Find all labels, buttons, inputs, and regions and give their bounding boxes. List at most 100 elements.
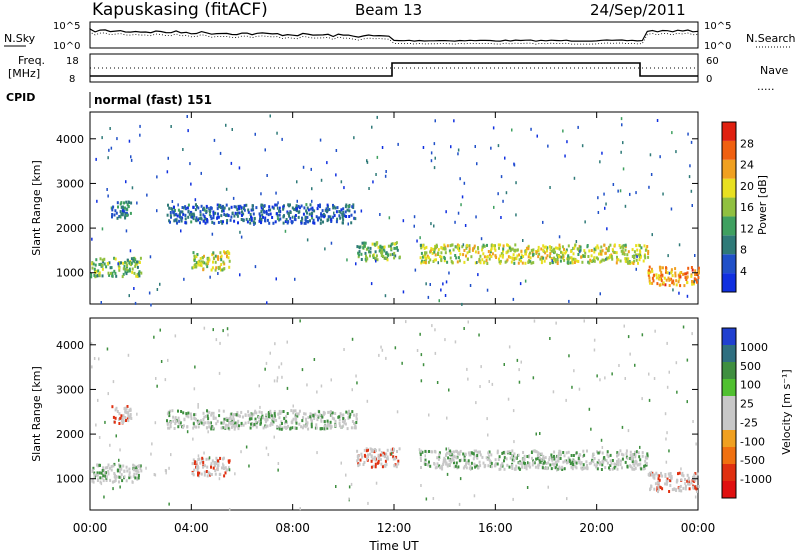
- range-cell: [669, 472, 672, 475]
- nave-label: Nave: [760, 64, 788, 77]
- range-cell: [449, 464, 451, 467]
- range-cell: [235, 424, 238, 428]
- range-cell: [686, 358, 689, 362]
- range-cell: [613, 243, 616, 247]
- range-cell: [286, 221, 289, 225]
- range-cell: [189, 412, 192, 416]
- range-cell: [621, 466, 623, 470]
- range-cell: [139, 124, 141, 128]
- range-cell: [159, 282, 161, 286]
- range-cell: [245, 203, 248, 207]
- range-cell: [310, 425, 313, 429]
- range-cell: [120, 473, 123, 477]
- range-cell: [204, 421, 207, 425]
- range-cell: [661, 266, 664, 270]
- range-cell: [289, 211, 292, 214]
- range-cell: [647, 252, 650, 256]
- range-cell: [192, 265, 195, 269]
- range-cell: [202, 411, 205, 415]
- range-cell: [633, 467, 636, 471]
- range-cell: [95, 274, 98, 278]
- range-cell: [564, 251, 567, 255]
- range-cell: [547, 144, 549, 148]
- range-cell: [491, 382, 494, 386]
- range-cell: [526, 486, 529, 489]
- range-cell: [136, 201, 138, 205]
- range-cell: [218, 414, 221, 418]
- range-cell: [120, 418, 123, 422]
- range-cell: [191, 266, 194, 270]
- range-cell: [425, 245, 428, 249]
- range-cell: [136, 265, 139, 269]
- range-cell: [547, 461, 550, 465]
- range-cell: [679, 484, 682, 488]
- range-cell: [244, 413, 247, 417]
- range-cell: [684, 487, 687, 491]
- range-cell: [197, 403, 199, 406]
- range-cell: [631, 248, 634, 252]
- range-cell: [139, 133, 141, 137]
- range-cell: [201, 256, 204, 260]
- range-cell: [420, 379, 423, 383]
- range-cell: [447, 456, 450, 460]
- range-cell: [505, 251, 508, 255]
- range-cell: [137, 271, 140, 275]
- range-cell: [424, 261, 427, 264]
- range-cell: [616, 454, 618, 458]
- range-cell: [236, 212, 238, 216]
- range-cell: [135, 472, 138, 476]
- range-cell: [444, 251, 447, 255]
- range-cell: [350, 482, 353, 486]
- range-cell: [440, 246, 443, 250]
- range-cell: [594, 246, 597, 250]
- range-cell: [187, 415, 190, 419]
- range-cell: [678, 275, 681, 279]
- range-cell: [106, 188, 108, 191]
- range-cell: [191, 212, 193, 216]
- range-cell: [606, 227, 608, 231]
- range-cell: [602, 459, 605, 463]
- range-cell: [209, 275, 211, 279]
- range-cell: [255, 411, 258, 415]
- range-cell: [237, 414, 240, 418]
- range-cell: [665, 437, 667, 441]
- range-cell: [355, 374, 357, 378]
- range-cell: [210, 421, 212, 425]
- range-cell: [516, 358, 519, 362]
- range-cell: [180, 217, 182, 221]
- range-cell: [465, 246, 468, 250]
- beam-label: Beam 13: [355, 1, 422, 19]
- range-cell: [299, 319, 301, 323]
- range-cell: [305, 209, 308, 213]
- range-cell: [357, 464, 360, 468]
- range-cell: [687, 132, 689, 136]
- range-cell: [481, 245, 484, 249]
- range-cell: [438, 453, 441, 457]
- range-cell: [693, 476, 696, 480]
- range-cell: [117, 262, 119, 266]
- range-cell: [351, 205, 354, 209]
- range-cell: [261, 203, 264, 207]
- range-cell: [601, 258, 604, 262]
- range-cell: [335, 220, 338, 224]
- range-cell: [609, 254, 612, 258]
- range-cell: [553, 457, 556, 461]
- range-cell: [470, 466, 473, 470]
- range-cell: [666, 482, 668, 486]
- range-cell: [265, 361, 268, 365]
- range-cell: [383, 256, 386, 260]
- range-cell: [414, 268, 417, 272]
- range-cell: [488, 380, 490, 383]
- range-cell: [140, 271, 143, 275]
- range-cell: [306, 215, 309, 219]
- range-cell: [438, 299, 440, 303]
- range-cell: [175, 218, 178, 222]
- range-cell: [462, 466, 465, 470]
- range-cell: [433, 449, 436, 453]
- range-cell: [227, 333, 229, 337]
- range-cell: [274, 342, 276, 346]
- velocity-colorbar-swatch-9: [722, 328, 736, 345]
- range-cell: [625, 257, 628, 261]
- range-cell: [534, 465, 537, 469]
- range-cell: [98, 271, 101, 275]
